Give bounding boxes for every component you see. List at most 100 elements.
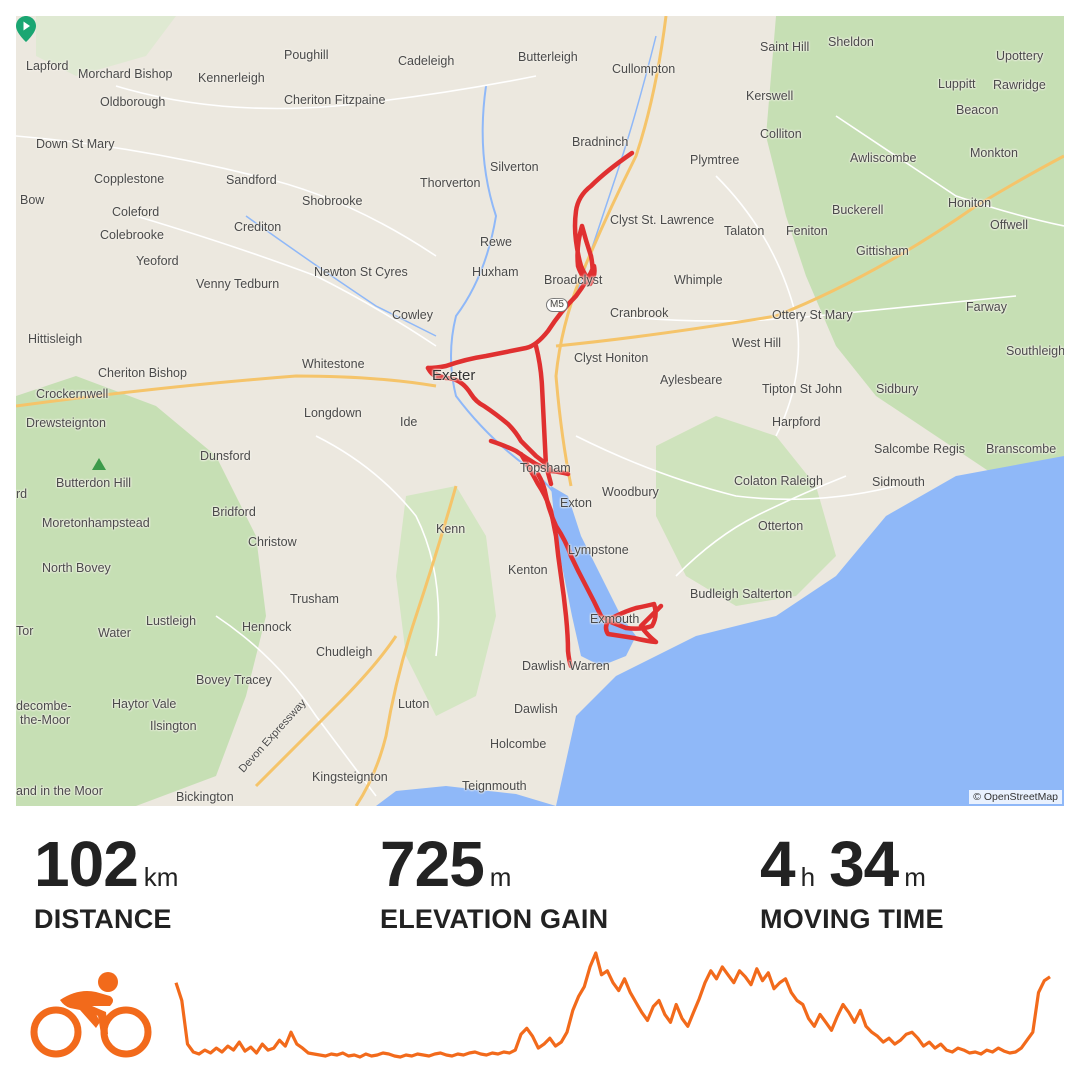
- place-label: Tor: [16, 624, 34, 638]
- place-label: Venny Tedburn: [196, 277, 280, 291]
- place-label: Christow: [248, 535, 297, 549]
- place-label: Bradninch: [572, 135, 629, 149]
- exe-estuary: [551, 486, 636, 666]
- place-label: Yeoford: [136, 254, 179, 268]
- start-marker-icon[interactable]: [16, 16, 36, 42]
- place-label: rd: [16, 487, 28, 501]
- place-label: Monkton: [970, 146, 1018, 160]
- place-label: Plymtree: [690, 153, 740, 167]
- place-label: Chudleigh: [316, 645, 373, 659]
- place-label: Bow: [20, 193, 45, 207]
- place-label: Ilsington: [150, 719, 197, 733]
- place-label: Exmouth: [590, 612, 640, 626]
- forest-area-haldon: [396, 486, 496, 716]
- place-label: Thorverton: [420, 176, 481, 190]
- place-label: West Hill: [732, 336, 782, 350]
- elevation-profile-chart: [174, 951, 1051, 1059]
- map-attribution[interactable]: © OpenStreetMap: [969, 790, 1062, 804]
- place-label: Shobrooke: [302, 194, 363, 208]
- distance-unit: km: [143, 862, 179, 892]
- place-label: Holcombe: [490, 737, 547, 751]
- place-label: the-Moor: [20, 713, 71, 727]
- place-label: Farway: [966, 300, 1007, 314]
- place-label: Down St Mary: [36, 137, 115, 151]
- place-label: Aylesbeare: [660, 373, 723, 387]
- moving-time-minutes-unit: m: [904, 862, 926, 892]
- place-label: Cadeleigh: [398, 54, 455, 68]
- place-label: Offwell: [990, 218, 1028, 232]
- place-label: Whimple: [674, 273, 723, 287]
- place-label: Kennerleigh: [198, 71, 265, 85]
- place-label: Rewe: [480, 235, 512, 249]
- place-label: Sheldon: [828, 35, 874, 49]
- river-creedy: [245, 215, 437, 337]
- place-label: Clyst St. Lawrence: [610, 213, 715, 227]
- place-label: Awliscombe: [850, 151, 917, 165]
- place-label: Saint Hill: [760, 40, 810, 54]
- place-label: Ottery St Mary: [772, 308, 853, 322]
- place-label: Lympstone: [568, 543, 629, 557]
- place-label: Hennock: [242, 620, 292, 634]
- distance-value: 102: [34, 828, 139, 900]
- elevation-stat: 725 m ELEVATION GAIN: [380, 832, 608, 935]
- place-label: and in the Moor: [16, 784, 103, 798]
- route-segment-topsham: [488, 438, 571, 477]
- place-label: Dunsford: [200, 449, 251, 463]
- a30-west: [16, 374, 437, 408]
- m5-motorway: [554, 16, 668, 487]
- place-label: Luppitt: [938, 77, 976, 91]
- place-label: Cheriton Fitzpaine: [284, 93, 386, 107]
- route-segment-exmouth: [598, 601, 664, 645]
- place-label: Sidbury: [876, 382, 919, 396]
- moving-time-stat: 4 h 34 m MOVING TIME: [760, 832, 944, 935]
- elevation-unit: m: [489, 862, 512, 892]
- river-exe: [450, 85, 557, 497]
- place-label: Poughill: [284, 48, 329, 62]
- place-label: Coleford: [112, 205, 160, 219]
- place-label: Honiton: [948, 196, 992, 210]
- place-label: Bridford: [212, 505, 256, 519]
- place-label: Lustleigh: [146, 614, 197, 628]
- place-label: Cheriton Bishop: [98, 366, 187, 380]
- place-label: Haytor Vale: [112, 697, 177, 711]
- place-label: decombe-: [16, 699, 72, 713]
- place-label: Water: [98, 626, 131, 640]
- sea: [556, 456, 1064, 806]
- minor-roads: [16, 75, 1064, 797]
- place-label: Talaton: [724, 224, 765, 238]
- place-label: Crediton: [234, 220, 282, 234]
- place-label: Colaton Raleigh: [734, 474, 823, 488]
- route-segment-exeter: [425, 365, 553, 471]
- place-label: Harpford: [772, 415, 821, 429]
- place-label: Colliton: [760, 127, 802, 141]
- route-segment-north: [425, 150, 635, 381]
- route-segment-exe-east: [535, 471, 604, 619]
- place-label: Upottery: [996, 49, 1044, 63]
- place-label: Silverton: [490, 160, 539, 174]
- place-label: Moretonhampstead: [42, 516, 150, 530]
- place-label: Rawridge: [993, 78, 1046, 92]
- moving-time-label: MOVING TIME: [760, 904, 944, 934]
- place-label: Copplestone: [94, 172, 165, 186]
- moving-time-hours: 4: [760, 828, 796, 900]
- route-track: [425, 150, 664, 669]
- place-label: Broadclyst: [544, 273, 603, 287]
- place-label: Buckerell: [832, 203, 884, 217]
- a38-road: [354, 485, 458, 806]
- place-label: Luton: [398, 697, 430, 711]
- place-label: Crockernwell: [36, 387, 109, 401]
- devon-expressway-road: [254, 635, 398, 788]
- forest-area-dartmoor: [16, 376, 266, 806]
- place-label: Kenn: [436, 522, 466, 536]
- place-label: Budleigh Salterton: [690, 587, 793, 601]
- route-map[interactable]: Lapford Morchard Bishop Kennerleigh Poug…: [16, 16, 1064, 806]
- place-label: Drewsteignton: [26, 416, 106, 430]
- map-canvas: [16, 16, 1064, 806]
- elevation-profile-line: [174, 951, 1051, 1059]
- place-label: Dawlish: [514, 702, 558, 716]
- place-label: Cullompton: [612, 62, 676, 76]
- place-label: Whitestone: [302, 357, 365, 371]
- place-label: Morchard Bishop: [78, 67, 173, 81]
- place-label: Feniton: [786, 224, 828, 238]
- teign-estuary: [376, 786, 556, 806]
